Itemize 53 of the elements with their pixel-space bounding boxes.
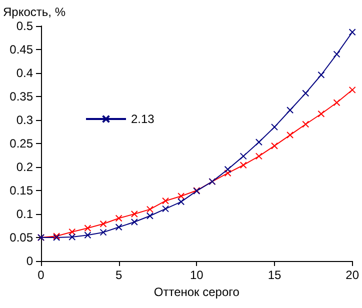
point xyxy=(270,142,278,150)
y-tick-label: 0.5 xyxy=(16,19,34,33)
x-tick-label: 0 xyxy=(38,268,45,282)
point xyxy=(286,132,294,139)
point xyxy=(84,232,92,239)
point xyxy=(270,124,278,131)
x-tick-label: 5 xyxy=(115,268,122,282)
point xyxy=(286,106,294,114)
x-tick-label: 10 xyxy=(190,268,204,282)
point xyxy=(318,71,325,78)
point xyxy=(115,224,122,231)
x-tick-label: 20 xyxy=(346,268,360,282)
y-tick-label: 0.45 xyxy=(10,42,34,56)
legend-label: 2.13 xyxy=(131,112,155,126)
point xyxy=(348,28,356,36)
point xyxy=(224,166,232,173)
x-axis-title: Оттенок серого xyxy=(154,284,240,299)
x-tick-label: 15 xyxy=(268,268,282,282)
y-tick-label: 0.3 xyxy=(16,113,34,127)
y-tick-label: 0.4 xyxy=(16,66,34,80)
point xyxy=(255,138,262,146)
point xyxy=(146,212,154,220)
point xyxy=(178,192,185,200)
point xyxy=(302,120,310,128)
y-tick-label: 0.15 xyxy=(10,184,34,198)
y-tick-label: 0.25 xyxy=(10,136,34,150)
point xyxy=(115,214,122,222)
point xyxy=(348,86,356,94)
point xyxy=(100,220,107,228)
point xyxy=(68,234,76,241)
point xyxy=(333,99,340,106)
y-tick-label: 0.2 xyxy=(16,160,34,174)
point xyxy=(302,90,310,97)
point xyxy=(255,152,262,160)
point xyxy=(318,110,325,118)
point xyxy=(130,210,138,218)
y-tick-label: 0.35 xyxy=(10,90,34,104)
point xyxy=(84,224,92,232)
point xyxy=(162,197,170,204)
y-tick-label: 0.1 xyxy=(16,207,34,221)
point xyxy=(240,162,247,169)
point xyxy=(240,152,247,160)
point xyxy=(146,206,154,213)
point xyxy=(130,218,138,226)
point xyxy=(100,228,107,236)
y-axis-title: Яркость, % xyxy=(3,5,66,19)
point xyxy=(333,50,340,58)
y-tick-label: 0.05 xyxy=(10,230,34,244)
point xyxy=(224,170,232,177)
y-tick-label: 0 xyxy=(26,254,34,268)
point xyxy=(68,228,76,236)
point xyxy=(162,205,170,212)
point xyxy=(178,198,185,206)
